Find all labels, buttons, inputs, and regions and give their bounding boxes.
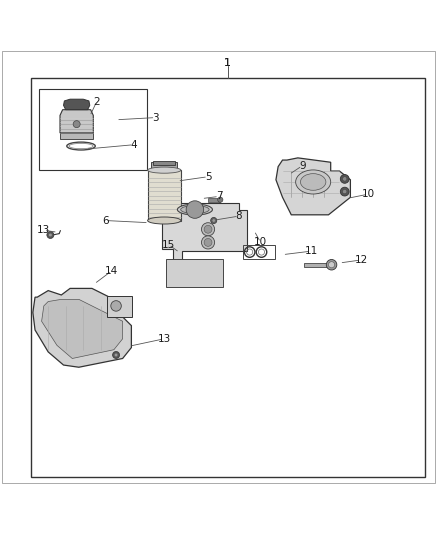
- Text: 6: 6: [102, 215, 109, 225]
- Circle shape: [186, 201, 204, 219]
- Ellipse shape: [296, 170, 331, 194]
- Ellipse shape: [300, 174, 326, 190]
- Circle shape: [201, 223, 215, 236]
- Ellipse shape: [148, 217, 181, 224]
- Circle shape: [113, 351, 120, 359]
- Bar: [60, 133, 93, 140]
- Text: 1: 1: [224, 58, 231, 68]
- Text: 12: 12: [355, 255, 368, 265]
- Circle shape: [343, 177, 347, 181]
- Bar: [166, 259, 223, 287]
- Circle shape: [211, 217, 217, 223]
- Text: 9: 9: [299, 161, 306, 171]
- Ellipse shape: [148, 167, 181, 173]
- Circle shape: [328, 262, 335, 268]
- Text: 10: 10: [254, 237, 267, 247]
- Circle shape: [49, 233, 52, 237]
- Ellipse shape: [180, 206, 209, 214]
- Text: 13: 13: [158, 334, 171, 344]
- Circle shape: [204, 225, 212, 233]
- Polygon shape: [64, 99, 90, 110]
- Circle shape: [47, 231, 54, 238]
- Circle shape: [212, 219, 215, 222]
- Polygon shape: [60, 110, 93, 133]
- Text: 13: 13: [37, 225, 50, 235]
- Polygon shape: [42, 300, 123, 359]
- Text: 8: 8: [235, 211, 242, 221]
- Polygon shape: [276, 158, 350, 215]
- Text: 14: 14: [105, 266, 118, 276]
- Circle shape: [340, 187, 349, 196]
- Text: 5: 5: [205, 172, 212, 182]
- Text: 1: 1: [224, 58, 231, 68]
- Text: 11: 11: [304, 246, 318, 256]
- Circle shape: [218, 197, 223, 203]
- Bar: [304, 263, 332, 267]
- Bar: [208, 198, 220, 201]
- Text: 7: 7: [215, 191, 223, 201]
- Polygon shape: [33, 288, 131, 367]
- Bar: [153, 160, 175, 165]
- Circle shape: [201, 236, 215, 249]
- Bar: [243, 245, 275, 259]
- Circle shape: [343, 189, 347, 194]
- Text: 15: 15: [162, 240, 175, 249]
- Circle shape: [114, 353, 118, 357]
- Circle shape: [204, 238, 212, 246]
- Circle shape: [73, 120, 80, 128]
- Bar: [107, 296, 132, 317]
- Circle shape: [111, 301, 121, 311]
- Text: 4: 4: [130, 140, 137, 150]
- Text: 3: 3: [152, 112, 159, 123]
- Bar: [151, 162, 177, 170]
- Ellipse shape: [177, 204, 212, 215]
- Circle shape: [326, 260, 337, 270]
- Circle shape: [340, 174, 349, 183]
- Polygon shape: [162, 203, 247, 264]
- Bar: [39, 89, 147, 170]
- Text: 10: 10: [361, 189, 374, 199]
- Bar: [148, 170, 181, 221]
- Text: 2: 2: [93, 97, 100, 107]
